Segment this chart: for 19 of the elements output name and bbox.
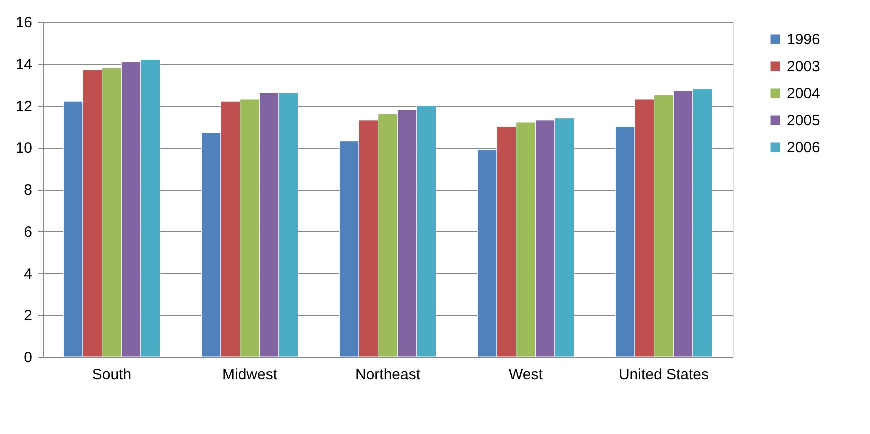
legend-label: 1996 xyxy=(787,32,820,48)
legend-label: 2003 xyxy=(787,58,820,76)
x-tick-label: West xyxy=(509,366,544,384)
x-tick-label: South xyxy=(92,366,132,384)
x-tick-label: Midwest xyxy=(222,366,278,384)
y-tick-label: 8 xyxy=(24,182,32,199)
y-tick-label: 12 xyxy=(16,98,32,116)
legend-label: 2006 xyxy=(787,140,820,156)
x-tick-label: Northeast xyxy=(355,366,422,384)
y-tick-label: 4 xyxy=(24,266,32,283)
y-tick-label: 6 xyxy=(24,224,32,241)
y-tick-label: 0 xyxy=(24,350,32,366)
y-tick-label: 10 xyxy=(16,140,32,158)
y-tick-label: 16 xyxy=(16,14,32,32)
y-tick-label: 2 xyxy=(24,308,32,325)
legend-label: 2005 xyxy=(787,112,820,130)
legend-label: 2004 xyxy=(787,86,820,102)
x-tick-label: United States xyxy=(618,366,710,384)
y-tick-label: 14 xyxy=(16,56,32,74)
